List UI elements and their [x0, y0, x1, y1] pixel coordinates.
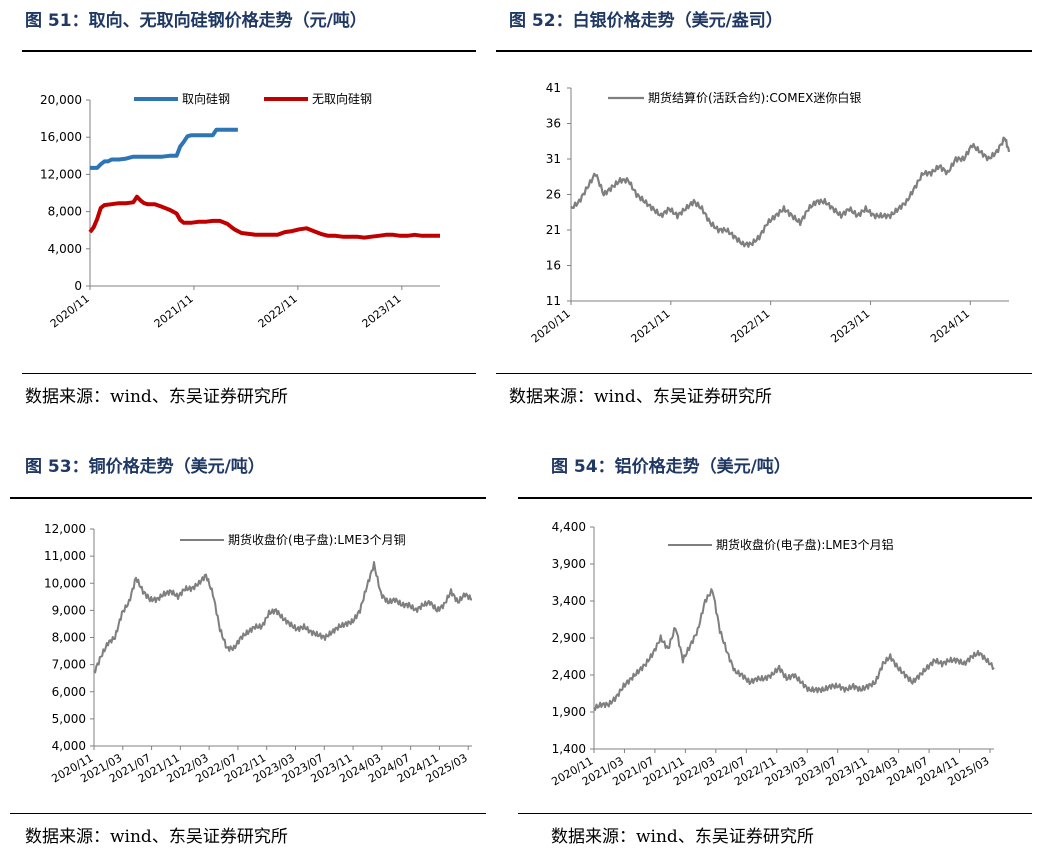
x-tick-label: 2021/11 [152, 292, 196, 330]
y-tick-label: 3,400 [552, 594, 586, 608]
y-tick-label: 31 [546, 152, 561, 166]
y-tick-label: 1,400 [552, 742, 586, 756]
figure-53-top-rule [10, 497, 486, 499]
y-tick-label: 6,000 [52, 685, 86, 699]
y-tick-label: 12,000 [40, 167, 82, 181]
figure-52-bottom-rule [496, 373, 1032, 374]
y-tick-label: 4,400 [552, 520, 586, 534]
legend-label-1: 无取向硅钢 [312, 91, 372, 106]
y-tick-label: 20,000 [40, 93, 82, 107]
y-tick-label: 16 [546, 259, 561, 273]
x-tick-label: 2024/11 [928, 307, 972, 345]
y-tick-label: 21 [546, 223, 561, 237]
x-tick-label: 2023/11 [828, 307, 872, 345]
y-tick-label: 41 [546, 81, 561, 95]
figure-52-source: 数据来源：wind、东吴证券研究所 [509, 387, 772, 407]
x-tick-label: 2022/11 [728, 307, 772, 345]
figure-52-top-rule [496, 50, 1032, 52]
legend-label-0: 期货收盘价(电子盘):LME3个月铜 [228, 532, 406, 547]
figure-53-chart: 4,000 5,000 6,000 7,000 8,000 9,000 10,000 11,0… [44, 522, 472, 785]
y-tick-label: 36 [546, 117, 561, 131]
legend-label-0: 期货收盘价(电子盘):LME3个月铝 [716, 537, 894, 552]
x-tick-label: 2020/11 [529, 307, 573, 345]
y-tick-label: 12,000 [44, 522, 86, 536]
figure-51-title: 图 51：取向、无取向硅钢价格走势（元/吨） [25, 11, 367, 31]
y-tick-label: 0 [74, 279, 82, 293]
x-tick-label: 2020/11 [48, 292, 92, 330]
figure-54-top-rule [518, 497, 1032, 499]
figure-53-source: 数据来源：wind、东吴证券研究所 [25, 827, 288, 847]
y-tick-label: 8,000 [48, 205, 82, 219]
y-tick-label: 4,000 [52, 739, 86, 753]
legend-label-0: 期货结算价(活跃合约):COMEX迷你白银 [648, 90, 861, 105]
figure-54-title: 图 54：铝价格走势（美元/吨） [551, 457, 791, 477]
x-tick-label: 2022/11 [256, 292, 300, 330]
y-tick-label: 4,000 [48, 242, 82, 256]
series-line-0 [90, 127, 238, 170]
y-tick-label: 2,400 [552, 668, 586, 682]
y-tick-label: 2,900 [552, 631, 586, 645]
y-tick-label: 11 [546, 294, 561, 308]
figure-53-bottom-rule [10, 813, 486, 814]
figure-54-bottom-rule [518, 813, 1032, 814]
x-tick-label: 2023/11 [360, 292, 404, 330]
figure-51-source: 数据来源：wind、东吴证券研究所 [25, 387, 288, 407]
figure-53-title: 图 53：铜价格走势（美元/吨） [25, 457, 265, 477]
y-tick-label: 10,000 [44, 576, 86, 590]
y-tick-label: 7,000 [52, 658, 86, 672]
series-line-1 [88, 194, 440, 240]
series-line-0 [570, 136, 1011, 248]
figure-52-title: 图 52：白银价格走势（美元/盎司） [509, 11, 783, 31]
x-tick-label: 2021/11 [629, 307, 673, 345]
figure-54-chart: 1,4001,9002,4002,9003,4003,9004,4002020/… [549, 520, 995, 788]
legend-label-0: 取向硅钢 [182, 91, 230, 106]
y-tick-label: 26 [546, 188, 561, 202]
figure-54-source: 数据来源：wind、东吴证券研究所 [551, 827, 814, 847]
figure-52-chart: 11 16 21 26 31 36 41 2020/11 2021/11 2022/11 2023/… [529, 81, 1011, 346]
series-line-0 [93, 561, 472, 674]
figure-51-bottom-rule [22, 373, 476, 374]
y-tick-label: 5,000 [52, 712, 86, 726]
y-tick-label: 16,000 [40, 130, 82, 144]
y-tick-label: 9,000 [52, 603, 86, 617]
figure-51-chart: 0 4,000 8,000 12,000 16,000 20,000 2020/11 2021… [40, 91, 440, 331]
y-tick-label: 8,000 [52, 631, 86, 645]
y-tick-label: 11,000 [44, 549, 86, 563]
y-tick-label: 3,900 [552, 557, 586, 571]
series-line-0 [593, 588, 995, 711]
figure-51-top-rule [22, 50, 476, 52]
y-tick-label: 1,900 [552, 705, 586, 719]
